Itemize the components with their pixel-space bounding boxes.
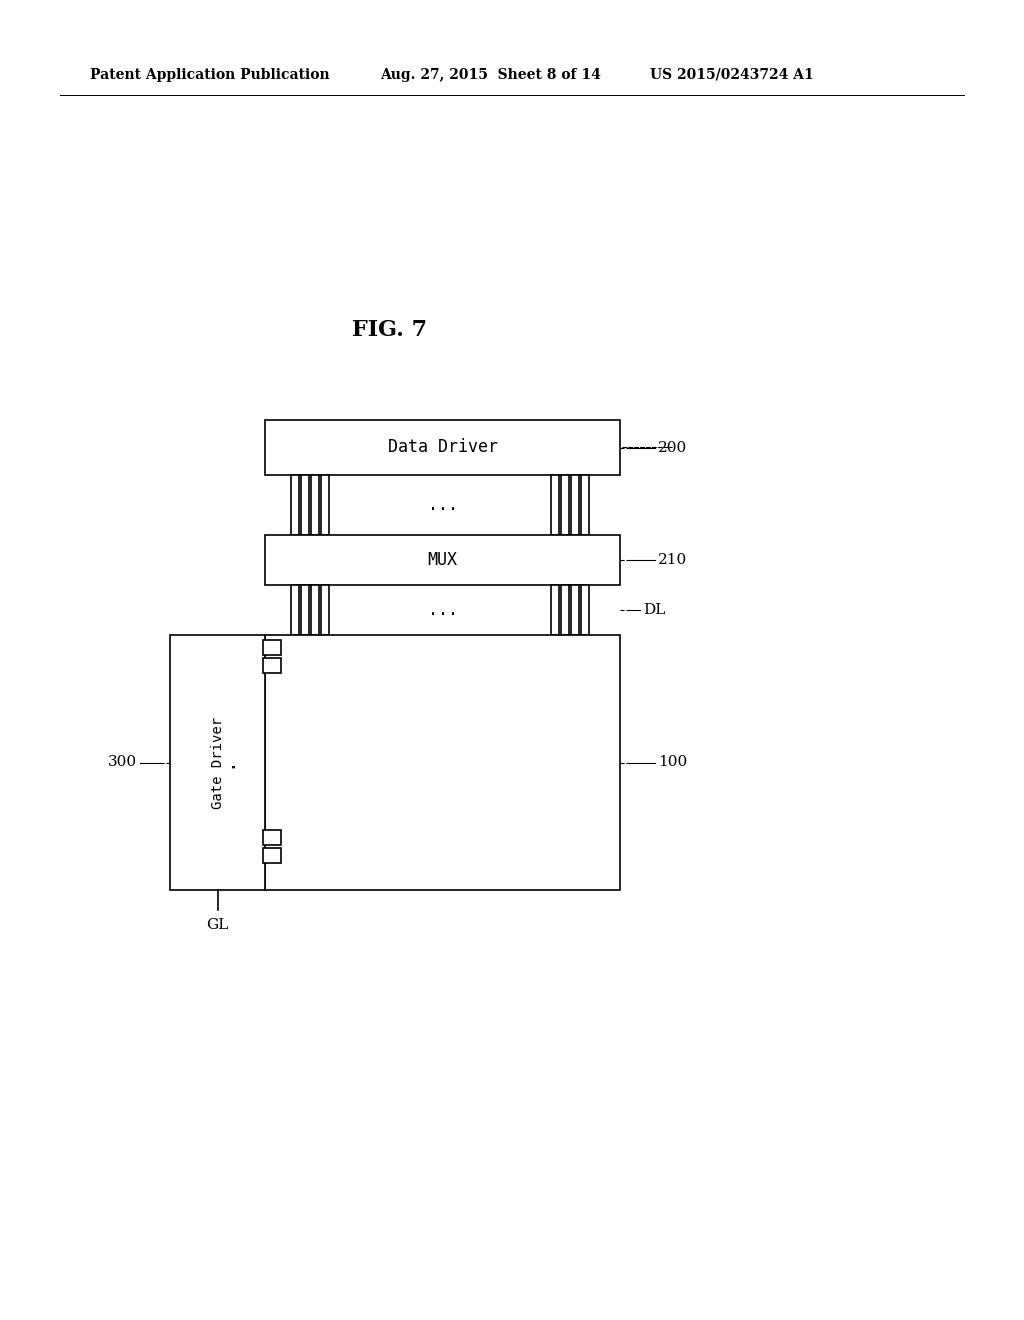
FancyBboxPatch shape (265, 420, 620, 475)
Text: ...: ... (427, 496, 458, 513)
Bar (263, 847, 281, 863)
Bar (551, 475, 559, 535)
Bar (301, 475, 309, 535)
Text: DL: DL (643, 603, 666, 616)
Text: ...: ... (427, 601, 458, 619)
Bar (301, 585, 309, 635)
FancyBboxPatch shape (265, 535, 620, 585)
Bar (561, 475, 569, 535)
Bar (581, 585, 589, 635)
Bar (581, 475, 589, 535)
Text: 300: 300 (108, 755, 137, 770)
Bar (551, 585, 559, 635)
Text: 100: 100 (658, 755, 687, 770)
Bar (311, 585, 319, 635)
Bar (321, 475, 329, 535)
Bar (571, 475, 579, 535)
Text: Aug. 27, 2015  Sheet 8 of 14: Aug. 27, 2015 Sheet 8 of 14 (380, 69, 601, 82)
FancyBboxPatch shape (265, 635, 620, 890)
Text: MUX: MUX (427, 550, 458, 569)
Bar (263, 640, 281, 655)
FancyBboxPatch shape (170, 635, 265, 890)
Bar (263, 657, 281, 673)
Bar (321, 585, 329, 635)
Text: Gate Driver: Gate Driver (211, 717, 224, 809)
Text: GL: GL (206, 917, 228, 932)
Text: 210: 210 (658, 553, 687, 568)
Text: Data Driver: Data Driver (387, 438, 498, 457)
Bar (291, 585, 299, 635)
Text: 200: 200 (658, 441, 687, 454)
Bar (311, 475, 319, 535)
Bar (571, 585, 579, 635)
Text: FIG. 7: FIG. 7 (352, 319, 428, 341)
Bar (561, 585, 569, 635)
Text: .: . (216, 756, 234, 768)
Text: US 2015/0243724 A1: US 2015/0243724 A1 (650, 69, 814, 82)
Bar (263, 830, 281, 845)
Text: Patent Application Publication: Patent Application Publication (90, 69, 330, 82)
Bar (291, 475, 299, 535)
